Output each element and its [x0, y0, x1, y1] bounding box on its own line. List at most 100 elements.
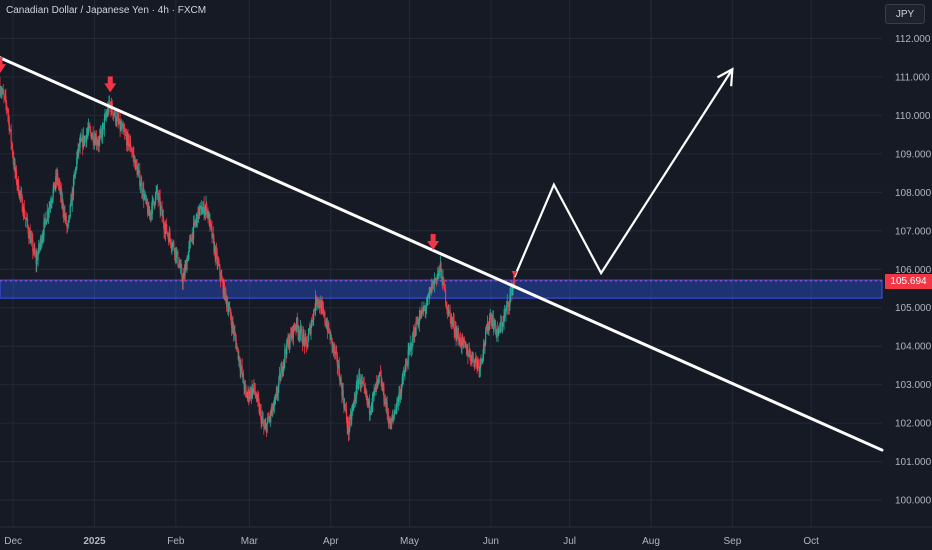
- candle-down: [131, 151, 133, 153]
- candle-down: [340, 378, 342, 386]
- candle-up: [40, 237, 42, 244]
- candle-up: [326, 325, 328, 328]
- candle-down: [444, 289, 447, 304]
- candle-down: [326, 325, 329, 332]
- candle-up: [506, 301, 508, 307]
- candle-down: [206, 203, 208, 214]
- candle-down: [85, 137, 87, 142]
- resistance-zone[interactable]: [0, 279, 883, 299]
- candle-up: [252, 388, 254, 390]
- candle-up: [273, 400, 275, 407]
- candle-down: [61, 190, 63, 203]
- candle-down: [454, 330, 456, 334]
- candle-down: [345, 409, 348, 420]
- candle-down: [221, 279, 224, 282]
- candle-up: [504, 312, 506, 316]
- candle-up: [9, 129, 11, 131]
- candle-down: [208, 213, 210, 227]
- candle-up: [463, 340, 465, 342]
- candle-up: [1, 91, 3, 93]
- candle-down: [350, 415, 352, 420]
- candle-up: [160, 206, 162, 211]
- projection-path[interactable]: [513, 68, 734, 278]
- candle-up: [338, 365, 340, 368]
- candle-down: [38, 244, 40, 248]
- candle-down: [210, 219, 212, 225]
- candle-down: [179, 265, 181, 268]
- candle-down: [456, 331, 459, 338]
- candle-up: [174, 247, 176, 256]
- candle-up: [20, 193, 22, 195]
- candle-down: [132, 153, 134, 155]
- candle-down: [152, 199, 155, 203]
- candle-up: [312, 320, 314, 322]
- candle-down: [131, 152, 134, 154]
- candle-up: [259, 409, 261, 413]
- candle-up: [409, 345, 411, 349]
- y-tick-label: 102.000: [895, 419, 932, 430]
- candle-up: [156, 187, 158, 192]
- candle-up: [465, 344, 467, 348]
- candle-up: [316, 300, 318, 304]
- candle-up: [86, 133, 88, 135]
- candle-up: [269, 411, 271, 420]
- y-tick-label: 103.000: [895, 380, 932, 391]
- candle-up: [43, 221, 45, 236]
- candle-up: [143, 195, 145, 200]
- candle-down: [265, 424, 268, 433]
- candle-up: [147, 206, 149, 215]
- candle-down: [35, 255, 37, 265]
- candle-down: [487, 321, 489, 331]
- candle-up: [482, 354, 484, 359]
- candle-up: [407, 350, 409, 366]
- candle-up: [80, 139, 82, 142]
- candle-up: [183, 272, 185, 279]
- candle-up: [74, 168, 77, 174]
- candle-up: [286, 340, 288, 355]
- candle-down: [168, 235, 170, 243]
- candle-down: [31, 237, 33, 240]
- candle-down: [216, 253, 218, 264]
- candle-up: [372, 393, 374, 404]
- candle-up: [107, 108, 109, 116]
- currency-button[interactable]: JPY: [885, 4, 925, 24]
- candle-down: [440, 263, 442, 271]
- candle-down: [305, 338, 308, 345]
- candle-down: [230, 315, 232, 321]
- candle-up: [308, 329, 310, 335]
- candle-up: [38, 244, 40, 253]
- candle-up: [339, 378, 342, 385]
- candle-up: [419, 313, 421, 318]
- candle-down: [77, 149, 79, 152]
- candle-down: [196, 215, 199, 223]
- candle-up: [422, 308, 424, 313]
- candle-down: [183, 272, 186, 276]
- candle-down: [332, 343, 334, 350]
- candle-down: [80, 139, 82, 142]
- candle-down: [458, 339, 460, 345]
- candle-up: [278, 377, 280, 386]
- candle-down: [248, 390, 250, 399]
- candle-up: [307, 334, 310, 342]
- candle-down: [136, 165, 138, 176]
- candle-down: [362, 381, 364, 384]
- candle-down: [72, 191, 74, 196]
- candle-down: [65, 215, 67, 225]
- candle-down: [119, 118, 121, 130]
- candle-up: [233, 331, 235, 334]
- candle-up: [261, 418, 263, 424]
- candle-down: [251, 387, 253, 396]
- candle-up: [280, 365, 283, 372]
- descending-trendline[interactable]: [0, 56, 884, 452]
- candle-down: [89, 129, 92, 133]
- candle-down: [383, 386, 385, 402]
- candle-down: [260, 411, 262, 424]
- candle-up: [128, 144, 130, 147]
- candle-down: [337, 365, 339, 368]
- candle-down: [257, 399, 260, 403]
- candle-down: [306, 344, 308, 347]
- candle-down: [387, 415, 390, 424]
- candle-down: [347, 421, 350, 435]
